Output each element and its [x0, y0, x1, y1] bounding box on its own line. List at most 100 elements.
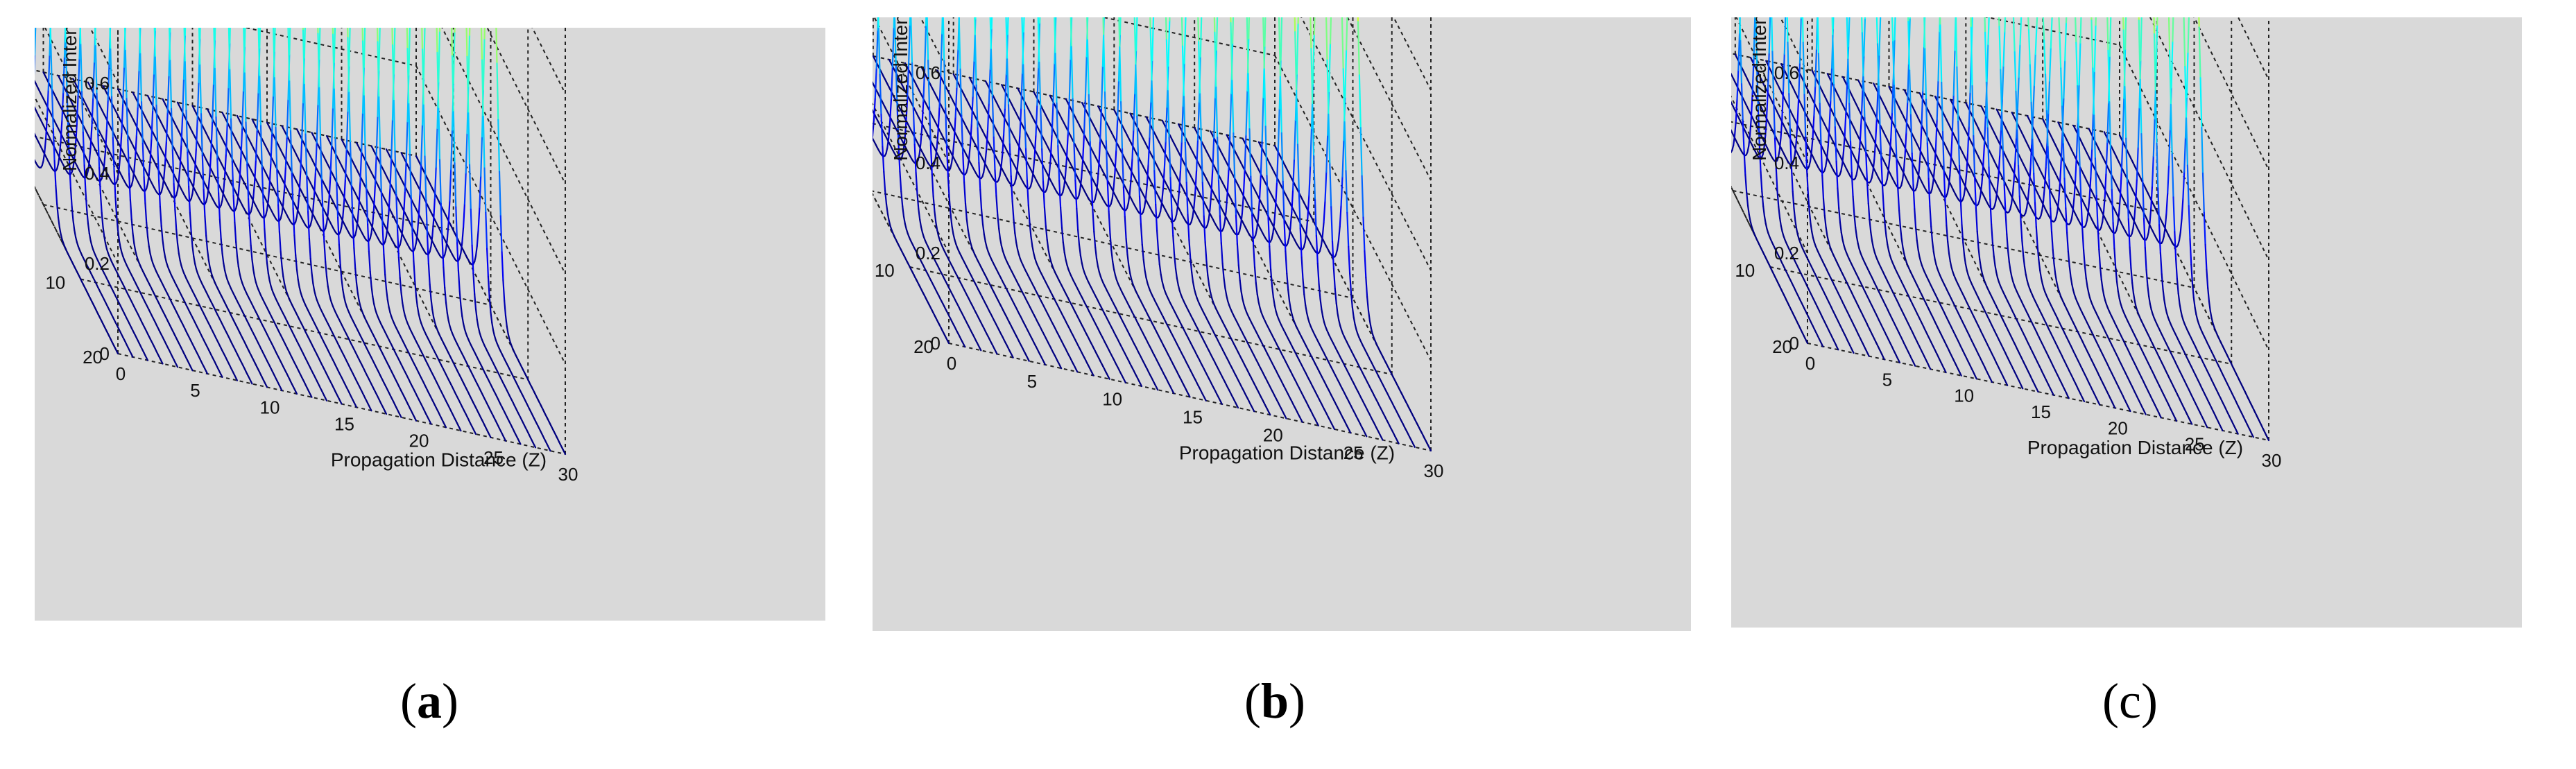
trace-segment: [207, 171, 211, 189]
trace-segment: [465, 28, 468, 58]
trace-segment: [369, 407, 372, 412]
trace-segment: [303, 83, 307, 135]
trace-segment: [427, 263, 431, 286]
trace-segment: [243, 72, 247, 123]
trace-segment: [307, 211, 310, 240]
trace-segment: [1353, 316, 1356, 325]
trace-segment: [316, 103, 319, 144]
leftwall-gridline-y: [35, 95, 119, 264]
trace-segment: [1294, 31, 1298, 92]
trace-segment: [104, 243, 108, 250]
trace-segment: [460, 305, 463, 318]
trace-segment: [1246, 17, 1249, 75]
trace-segment: [1242, 169, 1246, 197]
trace-segment: [159, 205, 162, 227]
trace-segment: [282, 275, 286, 285]
trace-segment: [237, 178, 241, 196]
trace-segment: [87, 160, 90, 171]
trace-segment: [1343, 121, 1347, 172]
trace-segment: [261, 167, 264, 203]
trace-segment: [130, 218, 134, 234]
trace-segment: [237, 266, 241, 275]
leftwall-gridline-y: [44, 28, 119, 174]
trace-segment: [154, 56, 157, 107]
trace-segment: [342, 288, 345, 298]
trace-segment: [1364, 433, 1368, 438]
tick-labels-a: 00.20.40.60.811.2-20-1001020051015202530: [45, 73, 578, 485]
trace-segment: [418, 313, 421, 320]
trace-segment: [141, 142, 145, 178]
trace-z-25: [341, 28, 492, 438]
trace-segment: [1332, 268, 1336, 290]
trace-segment: [318, 28, 321, 60]
trace-segment: [327, 286, 330, 295]
trace-segment: [104, 128, 108, 151]
trace-segment: [343, 296, 346, 304]
trace-segment: [250, 380, 253, 385]
subfigure-label-a: (a): [400, 673, 458, 729]
trace-segment: [146, 182, 149, 190]
trace-segment: [1366, 295, 1370, 312]
trace-segment: [207, 259, 211, 268]
trace-segment: [380, 190, 384, 228]
trace-segment: [363, 28, 366, 69]
trace-segment: [1209, 192, 1212, 210]
trace-segment: [331, 107, 334, 147]
trace-segment: [199, 64, 203, 115]
trace-segment: [1322, 316, 1325, 323]
trace-segment: [1287, 237, 1290, 244]
trace-segment: [1329, 17, 1332, 44]
trace-segment: [190, 232, 194, 248]
trace-segment: [479, 175, 482, 209]
trace-segment: [406, 28, 409, 50]
trace-segment: [436, 28, 438, 54]
trace-segment: [1324, 171, 1328, 202]
trace-segment: [361, 28, 364, 42]
trace-segment: [361, 40, 365, 97]
backwall-gridline-y: [1100, 17, 1276, 56]
trace-segment: [372, 207, 375, 225]
trace-segment: [117, 167, 120, 178]
trace-segment: [209, 150, 212, 173]
trace-segment: [1248, 128, 1252, 178]
trace-segment: [1260, 139, 1263, 176]
trace-segment: [422, 28, 426, 80]
trace-segment: [322, 214, 325, 243]
trace-segment: [254, 276, 257, 284]
trace-segment: [160, 225, 164, 241]
trace-segment: [425, 199, 429, 237]
trace-segment: [480, 136, 483, 178]
trace-segment: [329, 145, 333, 178]
trace-segment: [60, 233, 63, 240]
trace-segment: [262, 201, 266, 230]
trace-segment: [1271, 232, 1274, 240]
trace-segment: [267, 272, 271, 282]
trace-segment: [327, 198, 330, 215]
trace-segment: [1212, 137, 1215, 171]
trace-segment: [229, 69, 232, 120]
trace-segment: [507, 333, 510, 340]
trace-segment: [452, 31, 456, 85]
trace-segment: [458, 290, 462, 307]
trace-segment: [1287, 288, 1291, 302]
trace-segment: [385, 288, 388, 301]
trace-segment: [206, 249, 209, 261]
trace-segment: [182, 78, 185, 117]
trace-segment: [1345, 170, 1348, 214]
trace-segment: [132, 171, 135, 182]
trace-segment: [241, 89, 245, 129]
trace-segment: [400, 229, 404, 241]
traces-b: [873, 17, 1432, 452]
trace-segment: [429, 420, 432, 425]
trace-segment: [353, 247, 357, 269]
trace-segment: [163, 249, 166, 258]
trace-segment: [109, 28, 112, 51]
trace-segment: [1368, 320, 1372, 329]
trace-segment: [1230, 17, 1232, 24]
trace-segment: [289, 28, 291, 56]
trace-segment: [421, 48, 424, 106]
trace-segment: [91, 97, 94, 128]
trace-segment: [1338, 320, 1341, 327]
trace-segment: [361, 112, 364, 153]
trace-segment: [123, 28, 126, 51]
